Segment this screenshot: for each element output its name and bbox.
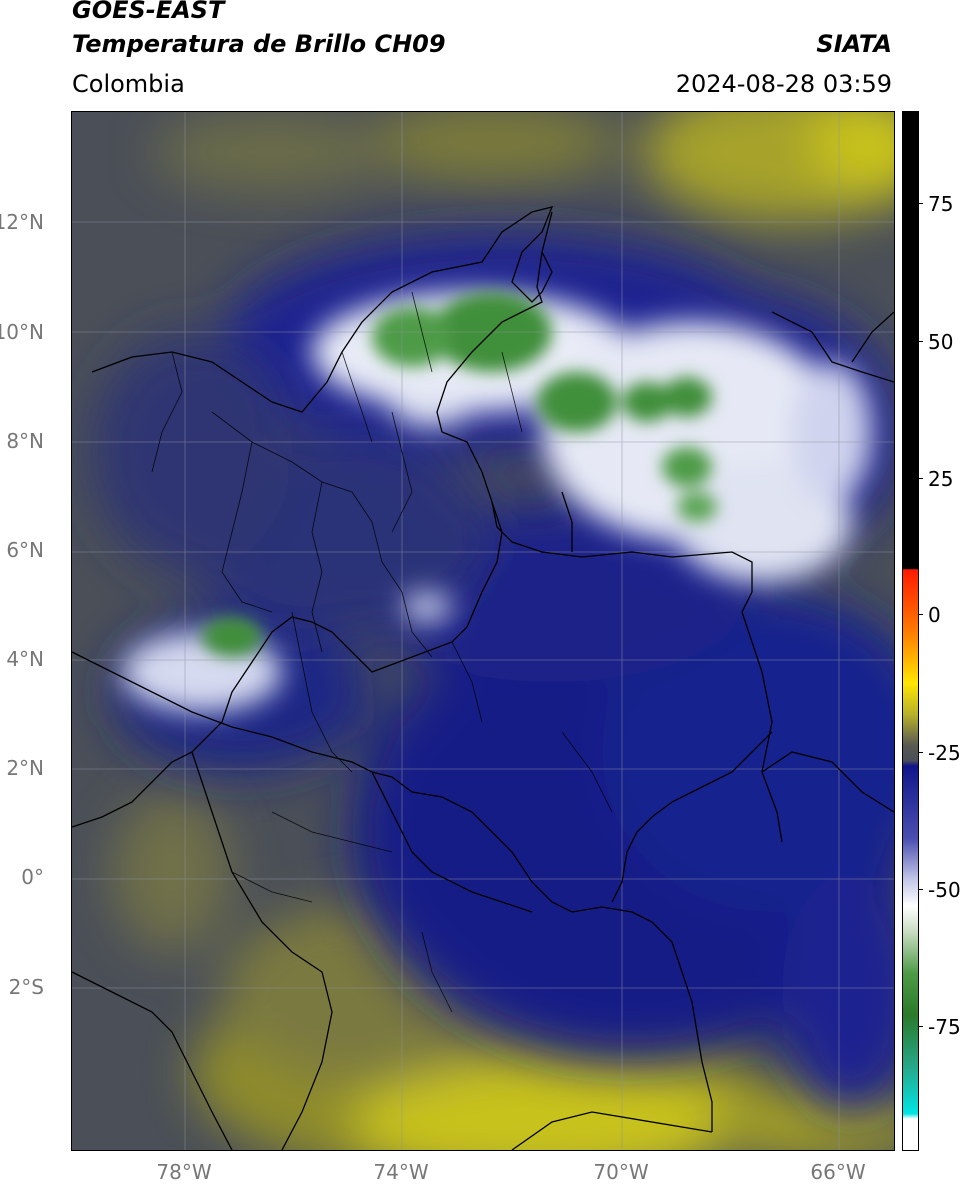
cbar-label-minus75: -75 xyxy=(928,1015,961,1039)
map-panel[interactable] xyxy=(71,111,895,1151)
cbar-label-0: 0 xyxy=(928,603,941,627)
lat-label-12n: 12°N xyxy=(0,210,44,234)
lon-label-70w: 70°W xyxy=(593,1160,649,1184)
brand-label: SIATA xyxy=(816,30,892,58)
cbar-tick-minus25 xyxy=(918,752,923,753)
cbar-label-25: 25 xyxy=(928,467,954,491)
cbar-tick-25 xyxy=(918,478,923,479)
lat-label-4n: 4°N xyxy=(6,647,44,671)
cbar-label-minus25: -25 xyxy=(928,741,961,765)
cbar-label-minus50: -50 xyxy=(928,878,961,902)
lon-label-78w: 78°W xyxy=(156,1160,212,1184)
graticule xyxy=(72,112,894,1150)
cbar-label-50: 50 xyxy=(928,330,954,354)
timestamp-label: 2024-08-28 03:59 xyxy=(675,70,892,98)
department-borders xyxy=(151,291,613,1013)
lat-label-10n: 10°N xyxy=(0,320,44,344)
cbar-tick-50 xyxy=(918,341,923,342)
lat-label-8n: 8°N xyxy=(6,429,44,453)
cbar-label-75: 75 xyxy=(928,192,954,216)
cbar-tick-minus75 xyxy=(918,1026,923,1027)
cbar-tick-75 xyxy=(918,203,923,204)
region-label: Colombia xyxy=(72,70,185,98)
colorbar xyxy=(902,111,919,1151)
lon-label-74w: 74°W xyxy=(373,1160,429,1184)
lat-label-0: 0° xyxy=(21,865,44,889)
product-title: Temperatura de Brillo CH09 xyxy=(72,30,446,58)
colorbar-gradient xyxy=(903,112,918,1150)
satellite-title: GOES-EAST xyxy=(72,0,225,24)
cbar-tick-0 xyxy=(918,614,923,615)
lat-label-6n: 6°N xyxy=(6,538,44,562)
lon-label-66w: 66°W xyxy=(810,1160,866,1184)
map-svg xyxy=(72,112,894,1150)
lat-label-2s: 2°S xyxy=(8,975,44,999)
lat-label-2n: 2°N xyxy=(6,756,44,780)
cbar-tick-minus50 xyxy=(918,889,923,890)
country-borders xyxy=(72,206,894,1150)
colorbar-svg xyxy=(903,112,918,1150)
